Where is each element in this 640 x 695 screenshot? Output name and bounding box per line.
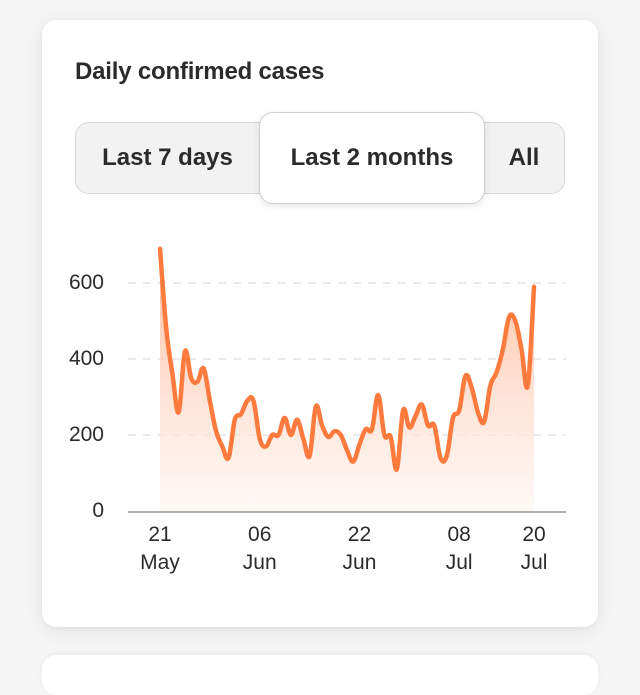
y-tick-label: 0 (92, 499, 104, 522)
next-card (42, 655, 598, 695)
y-tick-label: 400 (68, 347, 104, 370)
chart-canvas (128, 246, 566, 513)
cases-line (157, 246, 537, 472)
card-title: Daily confirmed cases (75, 58, 325, 85)
area-fill (160, 248, 534, 512)
x-tick-label: 22 Jun (342, 523, 377, 574)
cases-area-chart: 0 200 400 600 21 May 06 Jun 22 Jun 08 Jul 20 Jul (42, 20, 598, 627)
x-tick-label: 08 Jul (445, 523, 473, 574)
x-tick-label: 06 Jun (242, 523, 277, 574)
range-last-7-days-button[interactable]: Last 7 days (76, 123, 259, 193)
y-tick-label: 600 (68, 271, 104, 294)
x-tick-label: 21 May (140, 523, 180, 574)
y-tick-label: 200 (68, 423, 104, 446)
range-last-2-months-button[interactable]: Last 2 months (259, 112, 485, 204)
range-selector: Last 7 days Last 2 months All (75, 112, 565, 204)
x-tick-label: 20 Jul (520, 523, 548, 574)
daily-cases-card: Daily confirmed cases Last 7 days Last 2… (42, 20, 598, 627)
range-all-button[interactable]: All (484, 123, 564, 193)
